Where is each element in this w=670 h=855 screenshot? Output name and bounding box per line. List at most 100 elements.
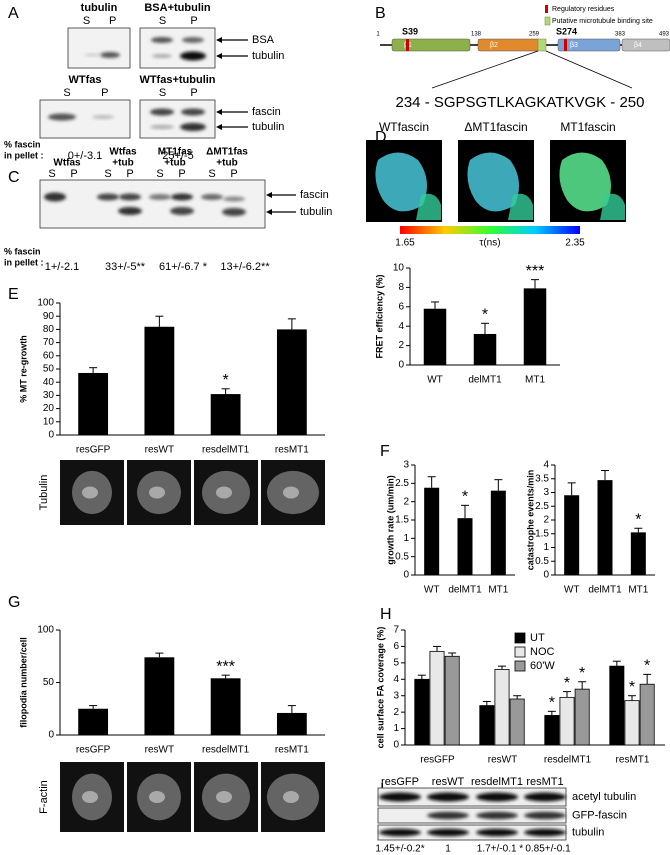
annotation: *** <box>526 263 545 280</box>
y-tick-label: 2 <box>393 707 399 718</box>
bar <box>429 650 445 746</box>
y-tick-label: 8 <box>398 282 404 293</box>
y-tick-label: 6 <box>393 641 399 652</box>
x-tick-label: resWT <box>488 755 517 766</box>
ratio: 1.7+/-0.1 * <box>477 844 524 855</box>
bar <box>457 518 473 575</box>
bar <box>544 715 560 746</box>
position-label: 259 <box>529 32 540 38</box>
cell <box>508 193 533 220</box>
pellet-label: % fascin <box>4 246 41 256</box>
y-tick-label: 30 <box>43 390 55 401</box>
x-tick-label: WT <box>427 375 443 386</box>
lane-label: P <box>70 168 77 180</box>
bar <box>424 487 440 575</box>
lifetime-scale <box>400 226 580 234</box>
y-tick-label: 6 <box>398 301 404 312</box>
x-tick-label: WT <box>424 585 440 596</box>
y-tick-label: 10 <box>43 416 55 427</box>
gel-band <box>44 192 66 202</box>
panel-letter: B <box>375 5 386 22</box>
cell-core <box>149 486 165 499</box>
y-tick-label: 2 <box>543 515 549 526</box>
gel-band <box>100 52 120 58</box>
lane-label: resdelMT1 <box>471 776 523 788</box>
lane-label: resMT1 <box>526 776 563 788</box>
lane-label: resGFP <box>381 776 419 788</box>
bar <box>78 708 109 735</box>
gel-band <box>150 125 174 129</box>
arrow-head <box>216 124 222 130</box>
cell-core <box>82 791 98 803</box>
gel-band <box>223 196 245 202</box>
panel-letter: D <box>375 129 387 146</box>
gel-band <box>180 123 206 131</box>
gel-band <box>181 108 205 116</box>
y-tick-label: 0 <box>48 430 54 441</box>
annotation: * <box>579 665 585 682</box>
gel-band <box>524 828 566 837</box>
gel-band <box>151 37 173 43</box>
marker-label: BSA <box>252 34 275 46</box>
scale-label: 2.35 <box>565 238 585 249</box>
row-label: tubulin <box>572 826 604 838</box>
x-tick-label: delMT1 <box>588 585 622 596</box>
marker-label: tubulin <box>300 206 332 218</box>
gel-band <box>379 828 421 837</box>
annotation: * <box>644 658 650 675</box>
domain <box>391 38 471 52</box>
bar <box>479 705 495 746</box>
gel-band <box>524 792 566 802</box>
bar <box>509 698 525 746</box>
gel-title: +tub <box>164 158 185 169</box>
ratio: 1 <box>445 844 451 855</box>
x-tick-label: resMT1 <box>275 445 309 456</box>
gel-band <box>48 113 76 121</box>
y-tick-label: 1.5 <box>395 515 409 526</box>
y-tick-label: 4 <box>393 674 399 685</box>
cell-core <box>149 791 165 803</box>
annotation: * <box>549 695 555 712</box>
gel-band <box>150 108 174 116</box>
x-tick-label: resMT1 <box>616 755 650 766</box>
y-axis-label: % MT re-growth <box>18 335 28 403</box>
gel-band <box>427 828 469 837</box>
domain-label: β2 <box>490 42 498 49</box>
gel-title: tubulin <box>81 2 118 14</box>
y-tick-label: 3 <box>543 487 549 498</box>
legend-swatch <box>544 16 551 26</box>
y-tick-label: 4 <box>398 321 404 332</box>
lane-label: S <box>48 168 55 180</box>
domain <box>557 38 621 52</box>
gel-band <box>171 193 193 201</box>
pellet-label: % fascin <box>4 139 41 149</box>
x-tick-label: MT1 <box>488 585 508 596</box>
x-tick-label: resWT <box>145 445 174 456</box>
site-label: S274 <box>556 26 577 36</box>
gel-band <box>524 811 566 820</box>
x-tick-label: resdelMT1 <box>544 755 592 766</box>
gel-band <box>476 828 518 837</box>
lane-label: P <box>109 15 116 27</box>
legend-swatch <box>514 646 526 658</box>
panel-letter: E <box>8 286 19 303</box>
bar <box>144 326 175 435</box>
y-tick-label: 60 <box>43 350 55 361</box>
lane-label: resWT <box>432 776 465 788</box>
arrow-head <box>216 109 222 115</box>
bar <box>210 394 241 435</box>
marker-label: fascin <box>252 106 281 118</box>
legend-swatch <box>514 632 526 644</box>
y-axis-label: FRET efficiency (%) <box>374 274 384 358</box>
zoom-line <box>431 50 539 89</box>
y-tick-label: 2 <box>403 496 409 507</box>
bar <box>414 678 430 746</box>
y-axis-label: filopodia number/cell <box>18 637 28 728</box>
bar <box>276 329 307 435</box>
gel-title: Wtfas <box>53 158 81 169</box>
marker-label: fascin <box>300 189 329 201</box>
y-axis-label: catastrophe events/min <box>525 470 535 571</box>
y-tick-label: 1.5 <box>535 528 549 539</box>
y-tick-label: 100 <box>37 298 54 309</box>
position-label: 383 <box>615 32 626 38</box>
